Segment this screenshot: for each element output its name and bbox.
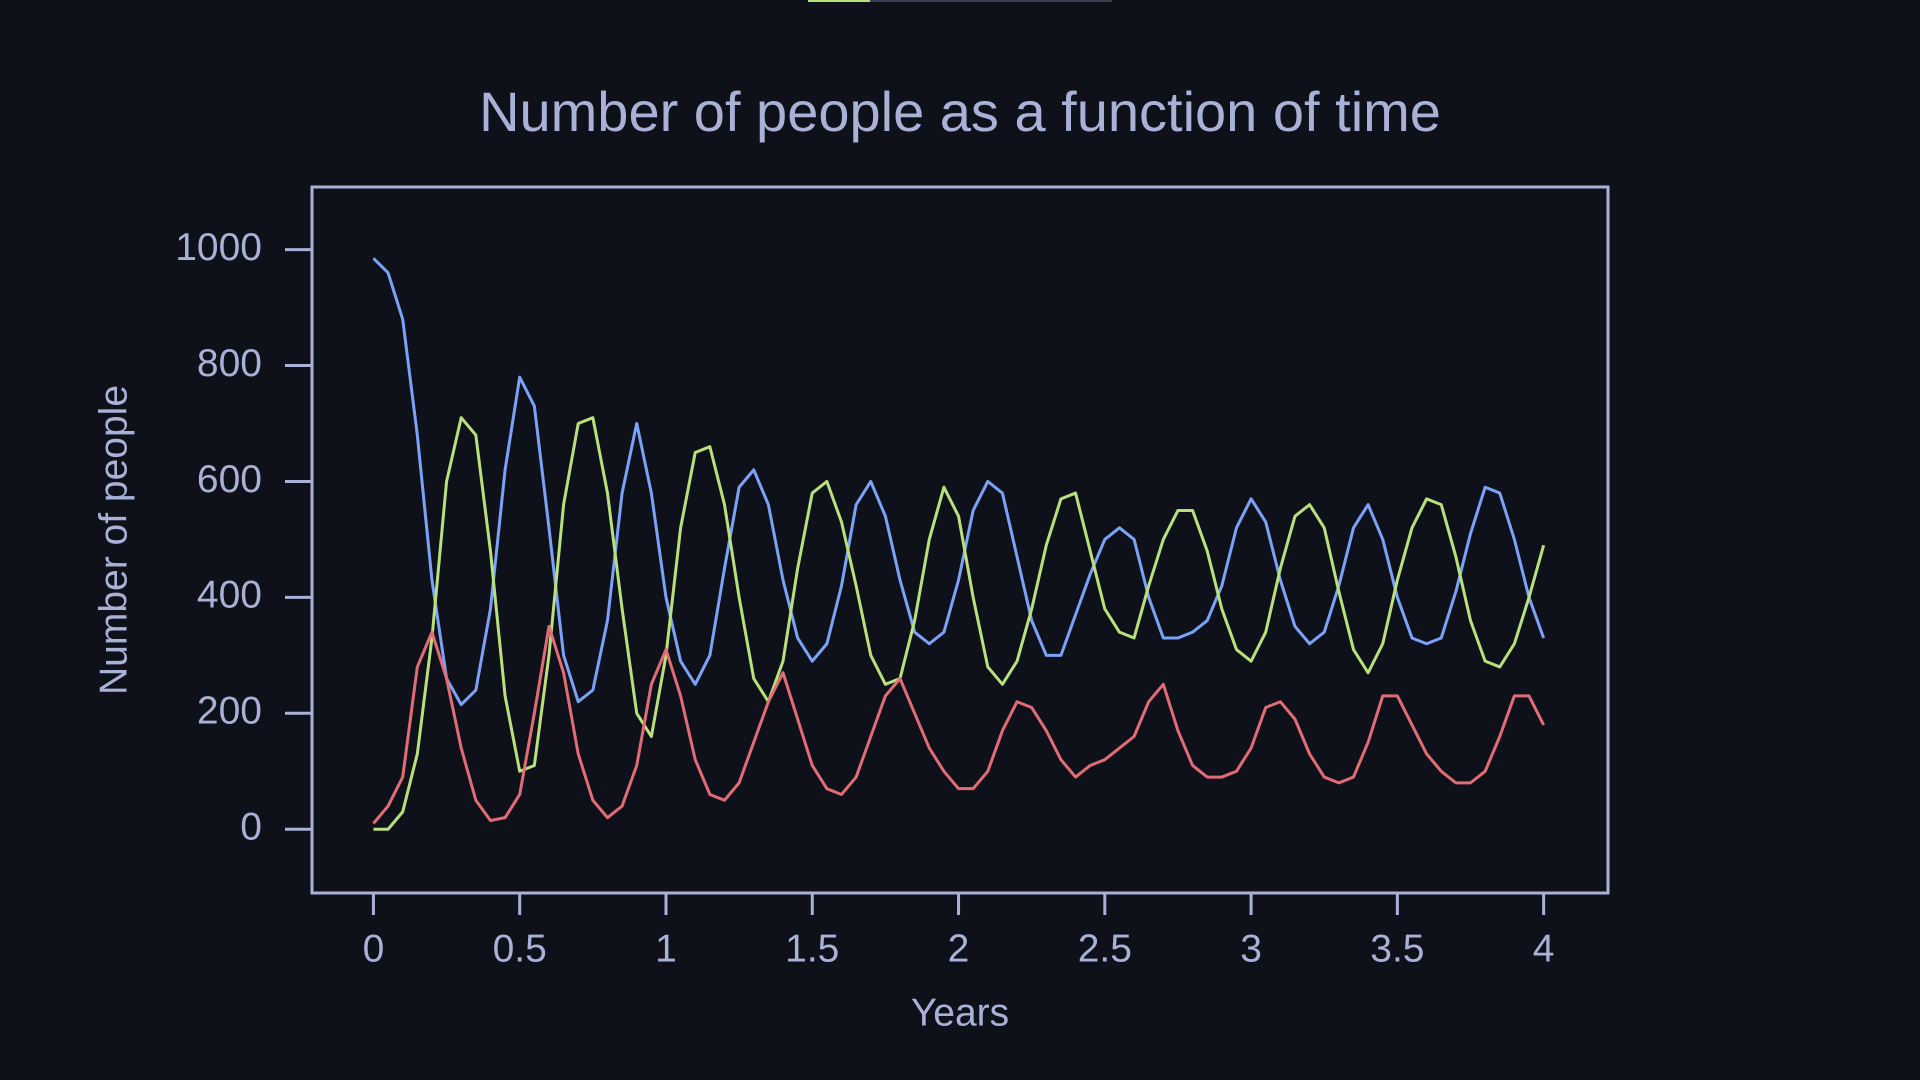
y-tick-label: 400: [197, 574, 262, 617]
x-tick-label: 3.5: [1370, 927, 1424, 970]
y-tick-label: 200: [197, 690, 262, 733]
series-line: [372, 257, 1546, 707]
chart-title: Number of people as a function of time: [479, 80, 1441, 143]
y-axis-label: Number of people: [92, 385, 135, 695]
x-tick-label: 0.5: [493, 927, 547, 970]
top-accent: [808, 0, 870, 2]
x-tick-label: 2: [948, 927, 970, 970]
y-tick-label: 0: [240, 806, 262, 849]
series-line: [372, 624, 1545, 825]
x-tick-label: 2.5: [1078, 927, 1132, 970]
y-tick-label: 800: [197, 342, 262, 385]
x-tick-label: 1: [655, 927, 677, 970]
x-tick-label: 4: [1533, 927, 1555, 970]
x-tick-label: 1.5: [785, 927, 839, 970]
x-tick-label: 3: [1240, 927, 1262, 970]
top-bar: [870, 0, 1112, 2]
y-tick-label: 1000: [175, 226, 262, 269]
y-tick-label: 600: [197, 458, 262, 501]
plot-frame: [310, 185, 1610, 895]
series-line: [373, 416, 1546, 831]
x-axis-label: Years: [911, 991, 1009, 1034]
x-tick-label: 0: [363, 927, 385, 970]
